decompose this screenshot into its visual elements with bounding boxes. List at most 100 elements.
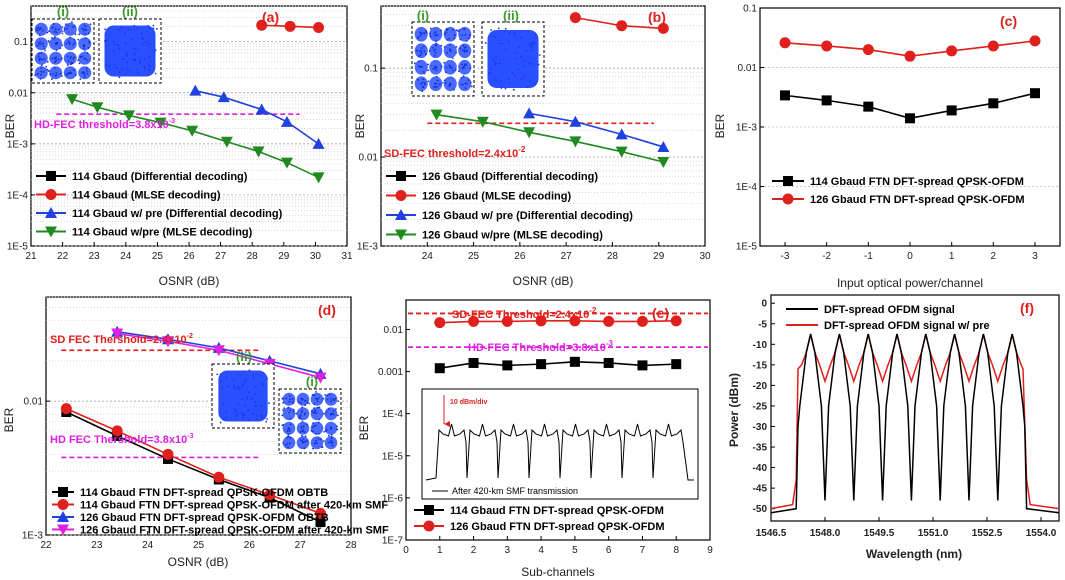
constellation-point [458,28,461,31]
constellation-point [234,415,237,418]
constellation-point [501,42,504,45]
panel-d-sd-threshold-label: SD FEC Thershold=2.4x10-2 [50,333,193,346]
constellation-point [453,88,455,91]
constellation-point [85,29,88,32]
constellation-point [37,42,40,44]
constellation-point [428,50,431,52]
constellation-point [118,47,120,50]
constellation-point [432,68,435,70]
panel-e-ylabel: BER [357,415,371,440]
x-tick-label: 22 [40,540,52,551]
constellation-point [46,68,49,71]
constellation-point [520,78,523,81]
constellation-point [55,31,58,34]
constellation-point [531,49,534,52]
y-tick-label: 1E-4 [7,190,29,201]
panel-d-inset-i-label: (i) [306,374,318,389]
constellation-point [39,77,42,80]
y-tick-label: -5 [758,319,767,330]
constellation-point [233,384,236,387]
constellation-point [40,73,42,76]
constellation-point [52,72,54,75]
series-line [65,411,321,523]
constellation-point [443,79,446,82]
constellation-point [220,380,223,382]
legend-marker [45,189,57,200]
constellation-point [443,61,446,64]
constellation-point [421,81,424,84]
legend-entry: 126 Gbaud FTN DFT-spread QPSK-OFDM OBTB [80,512,329,524]
constellation-point [144,57,147,60]
constellation-point [300,430,303,433]
constellation-point [518,46,521,49]
constellation-point [251,413,254,416]
constellation-point [312,447,314,450]
constellation-point [520,55,523,58]
constellation-point [289,417,292,420]
constellation-point [317,397,320,400]
constellation-point [37,72,39,75]
data-point [569,12,581,24]
x-tick-label: 4 [538,545,544,556]
constellation-point [318,432,320,435]
data-point [987,40,999,52]
x-tick-label: 1 [949,251,955,262]
constellation-point [460,76,463,79]
constellation-point [434,48,437,51]
constellation-point [145,41,148,44]
constellation-point [143,65,146,68]
constellation-point [40,70,43,73]
constellation-point [463,49,466,52]
constellation-point [243,381,246,383]
legend-marker [395,229,407,241]
constellation-point [86,59,88,62]
constellation-point [77,38,80,41]
constellation-point [301,441,304,444]
constellation-point [315,390,317,393]
constellation-point [47,39,50,42]
constellation-point [38,59,41,62]
constellation-point [60,57,63,60]
constellation-point [287,433,290,436]
y-tick-label: 1E-3 [357,242,379,253]
constellation-point [458,70,460,73]
constellation-point [121,58,124,61]
data-point [111,425,123,437]
constellation-point [328,393,331,396]
constellation-point [446,51,449,54]
constellation-point [36,26,39,29]
y-tick-label: 0.1 [364,64,378,75]
constellation-point [222,418,225,421]
data-point [212,345,225,357]
constellation-point [66,55,69,58]
constellation-point [435,75,438,78]
constellation-point [282,441,285,444]
constellation-point [433,32,436,35]
constellation-point [127,28,130,31]
constellation-point [266,377,268,380]
x-tick-label: 7 [640,545,646,556]
constellation-point [236,387,238,390]
constellation-point [467,37,470,39]
constellation-point [453,37,456,40]
constellation-point [453,34,456,36]
constellation-point [434,65,437,68]
constellation-point [311,430,314,433]
constellation-point [38,43,41,46]
constellation-point [528,62,531,65]
x-tick-label: 1549.5 [864,528,895,539]
constellation-point [497,27,500,30]
data-point [213,471,225,483]
constellation-point [282,409,285,411]
data-point [904,50,916,62]
x-tick-label: 2 [471,545,477,556]
constellation-point [449,43,451,46]
constellation-point [288,400,291,403]
legend-entry: DFT-spread OFDM signal [824,304,955,316]
constellation-point [315,442,318,445]
constellation-point [292,408,295,411]
legend-entry: 126 Gbaud FTN DFT-spread QPSK-OFDM [450,521,665,533]
constellation-point [303,440,305,443]
constellation-point [435,82,438,85]
constellation-point [67,60,70,62]
